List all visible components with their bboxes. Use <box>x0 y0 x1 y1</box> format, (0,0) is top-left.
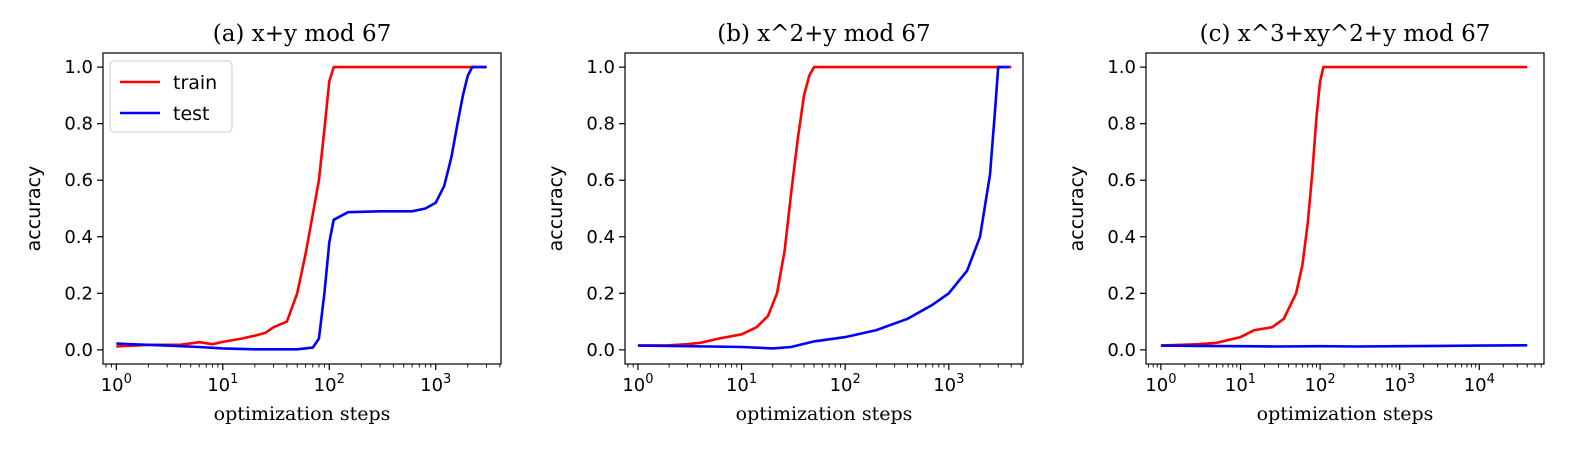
y-tick-label: 0.6 <box>64 170 93 191</box>
x-tick-base: 10 <box>622 375 645 396</box>
y-tick-label: 0.8 <box>64 114 93 135</box>
x-tick-exponent: 0 <box>124 372 132 387</box>
legend-label-train: train <box>173 72 217 94</box>
x-tick-exponent: 1 <box>230 372 238 387</box>
x-tick-label: 100 <box>101 372 132 396</box>
axes-frame <box>1145 52 1545 365</box>
x-tick-label: 100 <box>1145 372 1176 396</box>
series-line-train <box>116 65 487 348</box>
y-axis-label: accuracy <box>23 166 45 252</box>
x-tick-exponent: 3 <box>956 372 964 387</box>
y-tick-label: 0.8 <box>586 114 615 135</box>
y-tick-label: 0.2 <box>64 283 93 304</box>
x-tick-exponent: 4 <box>1487 372 1495 387</box>
x-tick-base: 10 <box>314 375 337 396</box>
y-tick-label: 0.0 <box>1107 340 1136 361</box>
x-tick-label: 103 <box>420 372 451 396</box>
x-tick-base: 10 <box>1225 375 1248 396</box>
x-tick-exponent: 2 <box>1327 372 1335 387</box>
legend-label-test: test <box>173 103 210 125</box>
x-tick-base: 10 <box>1145 375 1168 396</box>
y-tick-label: 0.2 <box>586 283 615 304</box>
x-tick-label: 104 <box>1464 372 1495 396</box>
x-tick-exponent: 3 <box>1407 372 1415 387</box>
y-tick-label: 0.4 <box>1107 227 1136 248</box>
x-tick-base: 10 <box>1464 375 1487 396</box>
legend: train test <box>109 60 233 133</box>
series-line-test <box>637 65 1009 350</box>
x-tick-label: 102 <box>1304 372 1335 396</box>
chart-title: (b) x^2+y mod 67 <box>717 21 930 47</box>
series-line-test <box>1160 344 1528 348</box>
y-tick-label: 0.4 <box>64 227 93 248</box>
x-tick-label: 102 <box>314 372 345 396</box>
chart-panel-2: (c) x^3+xy^2+y mod 67 0.0 0.2 0.4 0.6 0.8 1.0 1… <box>1066 21 1545 425</box>
y-tick-label: 0.6 <box>1107 170 1136 191</box>
axes-frame <box>624 52 1024 365</box>
y-tick-label: 0.4 <box>586 227 615 248</box>
x-axis-label: optimization steps <box>1257 403 1434 425</box>
x-tick-exponent: 1 <box>749 372 757 387</box>
chart-title: (a) x+y mod 67 <box>213 21 391 47</box>
y-axis-label: accuracy <box>545 166 567 252</box>
y-tick-label: 0.2 <box>1107 283 1136 304</box>
x-tick-base: 10 <box>101 375 124 396</box>
y-axis-label: accuracy <box>1066 166 1088 252</box>
x-tick-base: 10 <box>726 375 749 396</box>
x-tick-exponent: 0 <box>645 372 653 387</box>
y-tick-label: 0.6 <box>586 170 615 191</box>
x-tick-label: 103 <box>933 372 964 396</box>
y-tick-label: 0.0 <box>64 340 93 361</box>
x-tick-base: 10 <box>933 375 956 396</box>
x-tick-base: 10 <box>1304 375 1327 396</box>
x-tick-label: 103 <box>1384 372 1415 396</box>
x-tick-exponent: 3 <box>443 372 451 387</box>
series-line-test <box>116 65 487 351</box>
x-tick-label: 101 <box>207 372 238 396</box>
x-tick-label: 102 <box>830 372 861 396</box>
x-axis-label: optimization steps <box>214 403 391 425</box>
chart-title: (c) x^3+xy^2+y mod 67 <box>1200 21 1491 47</box>
x-tick-exponent: 2 <box>337 372 345 387</box>
y-tick-label: 1.0 <box>64 57 93 78</box>
series-line-train <box>1160 65 1528 347</box>
axes-frame <box>102 52 502 365</box>
x-tick-base: 10 <box>207 375 230 396</box>
x-tick-exponent: 2 <box>852 372 860 387</box>
x-tick-label: 100 <box>622 372 653 396</box>
x-tick-label: 101 <box>1225 372 1256 396</box>
y-tick-label: 1.0 <box>1107 57 1136 78</box>
x-tick-base: 10 <box>830 375 853 396</box>
x-tick-base: 10 <box>1384 375 1407 396</box>
x-tick-base: 10 <box>420 375 443 396</box>
x-axis-label: optimization steps <box>736 403 913 425</box>
y-tick-label: 0.8 <box>1107 114 1136 135</box>
y-tick-label: 1.0 <box>586 57 615 78</box>
series-line-train <box>637 65 1012 347</box>
x-tick-label: 101 <box>726 372 757 396</box>
x-tick-exponent: 1 <box>1248 372 1256 387</box>
x-tick-exponent: 0 <box>1168 372 1176 387</box>
y-tick-label: 0.0 <box>586 340 615 361</box>
